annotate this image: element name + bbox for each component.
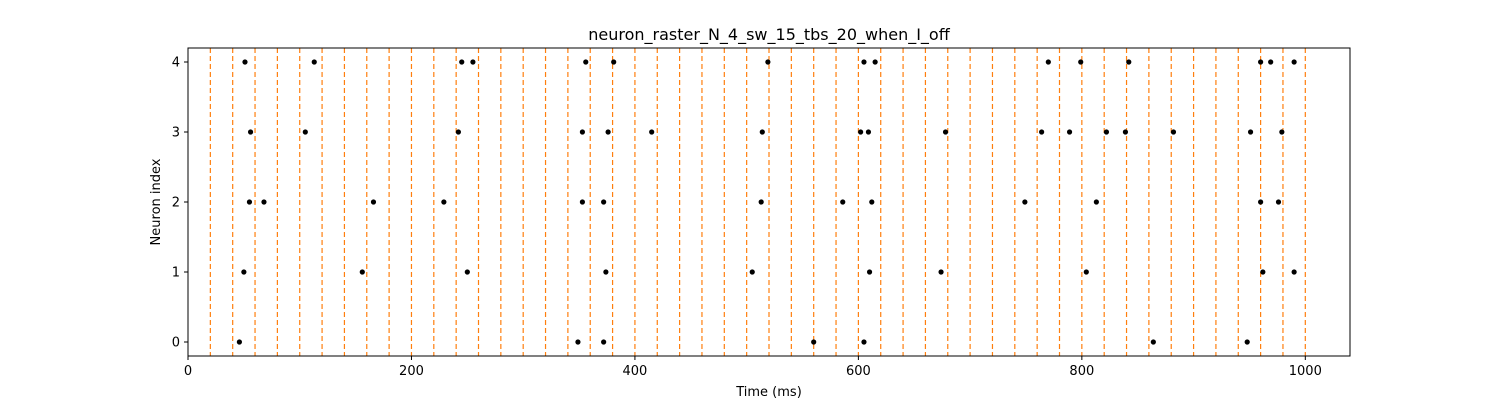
trigger-lines bbox=[209, 48, 1306, 356]
spike-point bbox=[1258, 59, 1264, 65]
x-axis-label: Time (ms) bbox=[735, 385, 802, 400]
x-axis-ticks: 0 200 400 600 800 1000 bbox=[184, 356, 1322, 379]
spike-point bbox=[1279, 129, 1285, 135]
spike-point bbox=[1093, 199, 1099, 205]
y-tick-label: 4 bbox=[172, 56, 180, 71]
spike-point bbox=[1291, 269, 1297, 275]
spike-point bbox=[359, 269, 365, 275]
spike-point bbox=[1244, 339, 1250, 345]
spike-point bbox=[1150, 339, 1156, 345]
spike-point bbox=[840, 199, 846, 205]
spike-point bbox=[1083, 269, 1089, 275]
spike-point bbox=[464, 269, 470, 275]
spike-point bbox=[1045, 59, 1051, 65]
spike-point bbox=[583, 59, 589, 65]
spike-point bbox=[759, 129, 765, 135]
x-tick-label: 800 bbox=[1069, 364, 1094, 379]
spike-point bbox=[1247, 129, 1254, 135]
spike-point bbox=[370, 199, 377, 205]
spike-point bbox=[1260, 269, 1266, 275]
spike-point bbox=[872, 59, 878, 65]
y-axis-label: Neuron index bbox=[149, 158, 164, 245]
chart-title: neuron_raster_N_4_sw_15_tbs_20_when_I_of… bbox=[588, 25, 950, 45]
spike-point bbox=[246, 199, 253, 205]
spike-point bbox=[603, 269, 609, 275]
spike-point bbox=[1291, 59, 1297, 65]
spike-point bbox=[811, 339, 817, 345]
spike-point bbox=[441, 199, 447, 205]
spike-point bbox=[601, 339, 607, 345]
x-tick-label: 1000 bbox=[1289, 364, 1322, 379]
spike-point bbox=[866, 269, 873, 275]
spike-point bbox=[1078, 59, 1084, 65]
x-tick-label: 200 bbox=[399, 364, 424, 379]
x-tick-label: 400 bbox=[623, 364, 648, 379]
spike-point bbox=[302, 129, 308, 135]
spike-point bbox=[575, 339, 581, 345]
spike-point bbox=[611, 59, 617, 65]
spike-point bbox=[241, 269, 247, 275]
spike-points bbox=[236, 59, 1297, 345]
spike-point bbox=[1103, 129, 1110, 135]
spike-point bbox=[242, 59, 248, 65]
y-tick-label: 0 bbox=[172, 336, 180, 351]
spike-point bbox=[865, 129, 872, 135]
spike-point bbox=[861, 59, 867, 65]
spike-point bbox=[459, 59, 465, 65]
x-tick-label: 0 bbox=[184, 364, 192, 379]
spike-point bbox=[1170, 129, 1177, 135]
spike-point bbox=[601, 199, 607, 205]
spike-point bbox=[758, 199, 764, 205]
spike-point bbox=[1022, 199, 1028, 205]
spike-point bbox=[1258, 199, 1264, 205]
spike-point bbox=[1066, 129, 1073, 135]
y-tick-label: 3 bbox=[172, 126, 180, 141]
spike-point bbox=[861, 339, 867, 345]
spike-point bbox=[938, 269, 944, 275]
spike-point bbox=[579, 129, 586, 135]
spike-point bbox=[1122, 129, 1129, 135]
spike-point bbox=[579, 199, 586, 205]
spike-point bbox=[455, 129, 461, 135]
spike-point bbox=[470, 59, 476, 65]
spike-point bbox=[869, 199, 875, 205]
spike-point bbox=[605, 129, 611, 135]
spike-point bbox=[236, 339, 242, 345]
spike-point bbox=[649, 129, 655, 135]
x-tick-label: 600 bbox=[846, 364, 871, 379]
y-axis-ticks: 0 1 2 3 4 bbox=[172, 56, 188, 351]
spike-point bbox=[1275, 199, 1282, 205]
y-tick-label: 2 bbox=[172, 196, 180, 211]
spike-point bbox=[1268, 59, 1274, 65]
y-tick-label: 1 bbox=[172, 266, 180, 281]
spike-point bbox=[858, 129, 864, 135]
spike-point bbox=[765, 59, 771, 65]
spike-point bbox=[247, 129, 254, 135]
spike-point bbox=[311, 59, 317, 65]
spike-point bbox=[942, 129, 949, 135]
spike-point bbox=[1039, 129, 1045, 135]
spike-point bbox=[261, 199, 267, 205]
spike-point bbox=[1126, 59, 1132, 65]
spike-point bbox=[749, 269, 755, 275]
